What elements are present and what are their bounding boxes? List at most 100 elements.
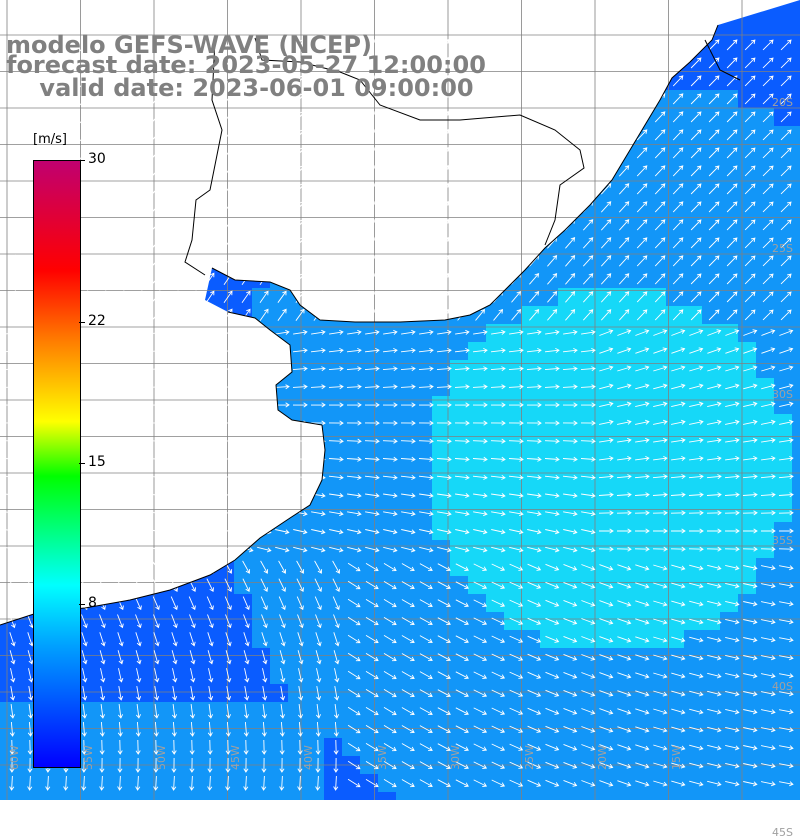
wind-arrow bbox=[689, 780, 704, 787]
wind-arrow bbox=[79, 146, 89, 160]
wind-arrow bbox=[670, 546, 686, 552]
wind-arrow bbox=[565, 93, 576, 105]
wind-arrow bbox=[436, 456, 452, 462]
wind-arrow bbox=[708, 111, 720, 123]
wind-arrow bbox=[743, 655, 758, 661]
field-cell bbox=[414, 684, 432, 702]
wind-arrow bbox=[419, 529, 434, 535]
wind-arrow bbox=[190, 668, 196, 683]
wind-arrow bbox=[135, 757, 141, 773]
wind-arrow bbox=[385, 38, 395, 51]
wind-arrow bbox=[295, 308, 305, 321]
wind-arrow bbox=[581, 600, 596, 607]
wind-arrow bbox=[472, 366, 488, 372]
field-cell bbox=[756, 702, 774, 720]
wind-arrow bbox=[707, 437, 722, 443]
field-cell bbox=[558, 270, 576, 288]
wind-arrow bbox=[277, 164, 287, 177]
wind-arrow bbox=[79, 92, 89, 106]
wind-arrow bbox=[169, 308, 179, 322]
wind-arrow bbox=[274, 384, 290, 390]
wind-arrow bbox=[511, 93, 522, 105]
wind-arrow bbox=[419, 689, 433, 698]
wind-arrow bbox=[117, 775, 123, 791]
wind-arrow bbox=[653, 383, 668, 390]
field-cell bbox=[756, 18, 774, 36]
wind-arrow bbox=[439, 200, 449, 213]
field-cell bbox=[792, 450, 800, 468]
field-cell bbox=[684, 774, 702, 792]
wind-arrow bbox=[256, 384, 272, 390]
wind-arrow bbox=[347, 598, 361, 608]
field-cell bbox=[792, 774, 800, 792]
field-cell bbox=[342, 648, 360, 666]
field-cell bbox=[774, 216, 792, 234]
wind-arrow bbox=[598, 546, 614, 552]
wind-arrow bbox=[151, 254, 161, 268]
colorbar-tick-label: 22 bbox=[88, 312, 106, 329]
wind-arrow bbox=[509, 707, 524, 715]
wind-arrow bbox=[529, 201, 540, 213]
wind-arrow bbox=[401, 329, 416, 335]
wind-arrow bbox=[582, 39, 594, 51]
wind-arrow bbox=[131, 529, 146, 535]
wind-arrow bbox=[400, 347, 416, 354]
field-cell bbox=[792, 198, 800, 216]
field-cell bbox=[342, 684, 360, 702]
field-cell bbox=[666, 792, 684, 800]
wind-arrow bbox=[636, 165, 648, 177]
wind-arrow bbox=[333, 739, 339, 755]
wind-arrow bbox=[617, 347, 632, 354]
field-cell bbox=[324, 522, 342, 540]
field-cell bbox=[792, 144, 800, 162]
field-cell bbox=[108, 702, 126, 720]
wind-arrow bbox=[527, 511, 542, 517]
wind-arrow bbox=[455, 761, 469, 770]
wind-arrow bbox=[563, 617, 578, 625]
wind-arrow bbox=[509, 563, 524, 571]
wind-arrow bbox=[347, 616, 361, 626]
wind-arrow bbox=[545, 725, 560, 733]
wind-arrow bbox=[152, 596, 160, 611]
wind-arrow bbox=[349, 38, 359, 51]
wind-arrow bbox=[475, 272, 486, 285]
field-cell bbox=[666, 648, 684, 666]
wind-arrow bbox=[169, 182, 179, 196]
wind-arrow bbox=[403, 290, 413, 303]
wind-arrow bbox=[208, 668, 214, 683]
wind-arrow bbox=[62, 146, 71, 160]
land-area bbox=[0, 0, 800, 625]
wind-arrow bbox=[672, 129, 684, 141]
field-cell bbox=[450, 324, 468, 342]
wind-arrow bbox=[331, 218, 341, 231]
wind-arrow bbox=[400, 474, 416, 480]
field-cell bbox=[648, 252, 666, 270]
field-cell bbox=[414, 558, 432, 576]
wind-arrow bbox=[760, 510, 776, 516]
wind-arrow bbox=[653, 618, 668, 625]
wind-arrow bbox=[617, 582, 632, 589]
wind-arrow bbox=[367, 272, 377, 285]
field-cell bbox=[144, 630, 162, 648]
field-cell bbox=[288, 792, 306, 800]
field-cell bbox=[486, 576, 504, 594]
wind-arrow bbox=[260, 578, 268, 593]
wind-arrow bbox=[780, 147, 792, 159]
wind-arrow bbox=[490, 420, 506, 426]
wind-arrow bbox=[241, 74, 251, 87]
field-cell bbox=[522, 720, 540, 738]
wind-arrow bbox=[780, 183, 792, 195]
wind-arrow bbox=[81, 757, 87, 773]
wind-arrow bbox=[79, 182, 89, 196]
field-cell bbox=[306, 558, 324, 576]
field-cell bbox=[594, 738, 612, 756]
wind-arrow bbox=[401, 493, 416, 499]
field-cell bbox=[738, 198, 756, 216]
field-cell bbox=[90, 648, 108, 666]
wind-arrow bbox=[277, 272, 287, 285]
wind-arrow bbox=[205, 110, 215, 124]
wind-arrow bbox=[473, 689, 488, 697]
wind-arrow bbox=[187, 74, 197, 88]
field-cell bbox=[612, 648, 630, 666]
field-cell bbox=[378, 720, 396, 738]
